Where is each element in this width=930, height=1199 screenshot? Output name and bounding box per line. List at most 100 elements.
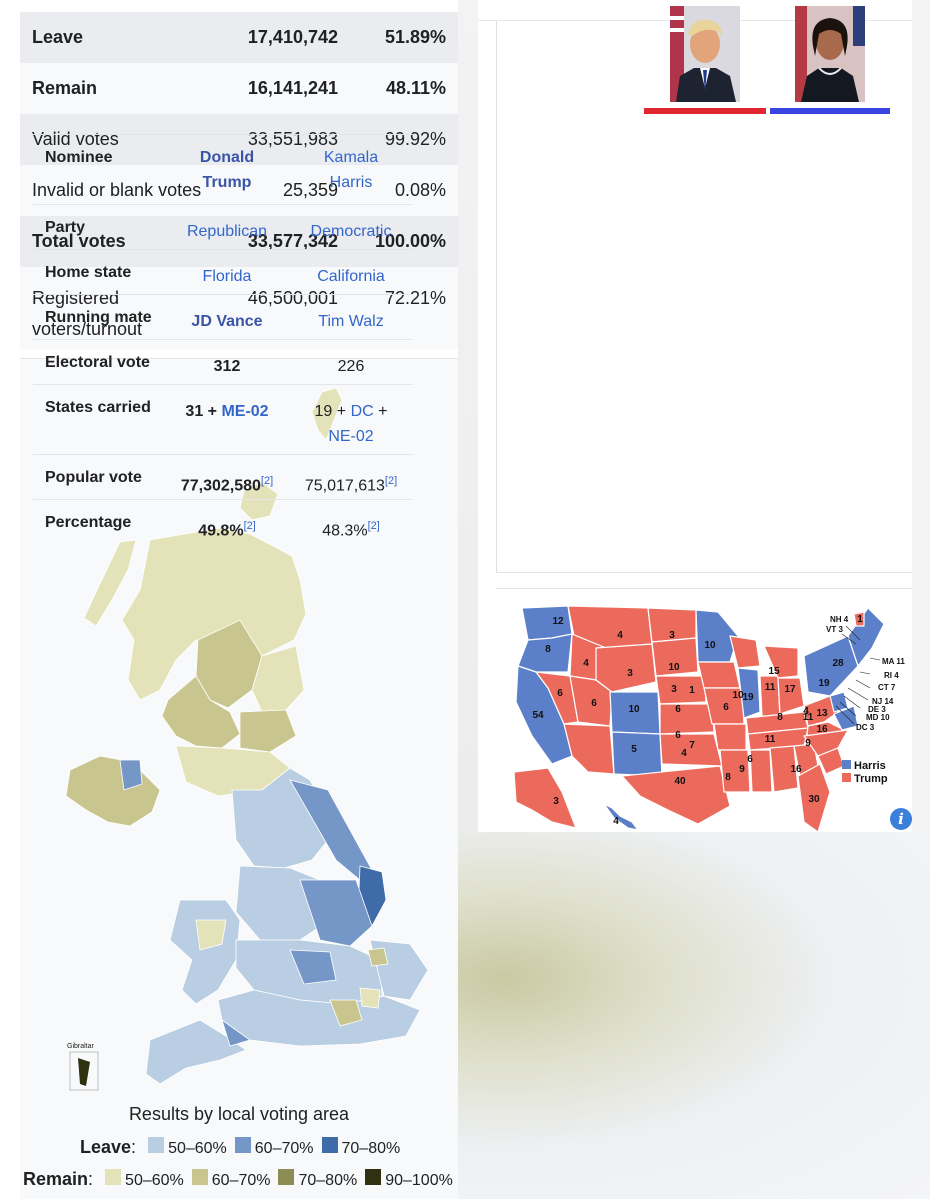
state-electoral-votes: 10 xyxy=(668,662,680,673)
trump-popular-vote: 77,302,580[2] xyxy=(165,454,289,500)
state-electoral-votes: 3 xyxy=(671,684,677,695)
brexit-cell-label: Remain xyxy=(20,63,230,114)
florida-link[interactable]: Florida xyxy=(165,249,289,295)
harris-popular-vote: 75,017,613[2] xyxy=(289,454,413,500)
harris-electoral-vote: 226 xyxy=(289,339,413,385)
state-callout-label: DE 3 xyxy=(868,705,886,714)
row-running-mate: Running mate JD Vance Tim Walz xyxy=(33,294,413,340)
brexit-cell-votes: 17,410,742 xyxy=(230,12,350,63)
legend-item-label: 50–60% xyxy=(125,1172,184,1189)
row-percentage: Percentage 49.8%[2] 48.3%[2] xyxy=(33,499,413,545)
reference-link[interactable]: [2] xyxy=(243,520,256,532)
state-electoral-votes: 9 xyxy=(805,738,811,749)
state-electoral-votes: 8 xyxy=(725,772,731,783)
state-electoral-votes: 16 xyxy=(790,764,802,775)
party-label: Party xyxy=(33,204,165,250)
tim-walz-link[interactable]: Tim Walz xyxy=(289,294,413,340)
state-electoral-votes: 8 xyxy=(777,712,783,723)
state-callout-label: NH 4 xyxy=(830,615,849,624)
electoral-vote-label: Electoral vote xyxy=(33,339,165,385)
trump-portrait[interactable] xyxy=(670,6,740,102)
legend-item-label: 90–100% xyxy=(385,1172,453,1189)
state-callout-label: DC 3 xyxy=(856,723,875,732)
state-electoral-votes: 7 xyxy=(689,740,695,751)
map-caption: Results by local voting area xyxy=(128,1104,350,1124)
info-icon[interactable]: i xyxy=(890,808,912,830)
legend-item-label: 60–70% xyxy=(211,1172,271,1189)
brexit-cell-votes: 16,141,241 xyxy=(230,63,350,114)
state-callout-label: VT 3 xyxy=(826,625,843,634)
states-carried-label: States carried xyxy=(33,384,165,455)
ne-02-link[interactable]: NE-02 xyxy=(328,428,374,445)
dc-link[interactable]: DC xyxy=(350,403,374,420)
state-electoral-votes: 1 xyxy=(857,614,863,625)
reference-link[interactable]: [2] xyxy=(367,520,380,532)
legend-swatch xyxy=(105,1169,122,1185)
state-electoral-votes: 40 xyxy=(674,776,686,787)
california-link[interactable]: California xyxy=(289,249,413,295)
harris-color-bar xyxy=(770,108,890,114)
state-electoral-votes: 10 xyxy=(704,640,716,651)
legend-item-label: 70–80% xyxy=(298,1172,358,1189)
state-electoral-votes: 3 xyxy=(669,630,675,641)
state-electoral-votes: 16 xyxy=(816,724,828,735)
harris-name-link[interactable]: Kamala Harris xyxy=(289,134,413,205)
legend-swatch xyxy=(365,1169,382,1185)
state-electoral-votes: 17 xyxy=(784,684,796,695)
trump-electoral-vote: 312 xyxy=(165,339,289,385)
state-callout-label: RI 4 xyxy=(884,671,899,680)
me-02-link[interactable]: ME-02 xyxy=(221,403,269,420)
state-electoral-votes: 6 xyxy=(723,702,729,713)
legend-item-label: 50–60% xyxy=(168,1140,227,1157)
state-electoral-votes: 4 xyxy=(583,658,589,669)
state-electoral-votes: 54 xyxy=(532,710,544,721)
trump-legend-label: Trump xyxy=(854,773,888,785)
state-electoral-votes: 6 xyxy=(675,704,681,715)
nominee-label: Nominee xyxy=(33,134,165,205)
harris-legend-label: Harris xyxy=(854,760,886,772)
state-electoral-votes: 30 xyxy=(808,794,820,805)
trump-percentage: 49.8%[2] xyxy=(165,499,289,545)
state-electoral-votes: 11 xyxy=(765,734,776,745)
brexit-row: Leave 17,410,742 51.89% xyxy=(20,12,458,63)
state-electoral-votes: 9 xyxy=(739,764,745,775)
trump-name-link[interactable]: Donald Trump xyxy=(165,134,289,205)
state-electoral-votes: 11 xyxy=(765,682,776,693)
state-electoral-votes: 11 xyxy=(803,712,814,723)
gibraltar-label: Gibraltar xyxy=(67,1043,95,1050)
legend-swatch xyxy=(191,1169,208,1185)
jd-vance-link[interactable]: JD Vance xyxy=(165,294,289,340)
legend-swatch xyxy=(321,1137,338,1153)
state-electoral-votes: 19 xyxy=(818,678,830,689)
legend-swatch xyxy=(278,1169,295,1185)
republican-link[interactable]: Republican xyxy=(165,204,289,250)
reference-link[interactable]: [2] xyxy=(260,475,274,487)
state-electoral-votes: 8 xyxy=(545,644,551,655)
remain-legend-label: Remain: xyxy=(23,1169,94,1189)
state-electoral-votes: 6 xyxy=(675,730,681,741)
state-electoral-votes: 5 xyxy=(631,744,637,755)
popular-vote-label: Popular vote xyxy=(33,454,165,500)
state-electoral-votes: 3 xyxy=(627,668,633,679)
state-electoral-votes: 28 xyxy=(832,658,844,669)
state-electoral-votes: 1 xyxy=(689,685,695,696)
state-electoral-votes: 3 xyxy=(553,796,559,807)
remain-legend: Remain: 50–60% 60–70% 70–80% 90–100% xyxy=(23,1169,453,1190)
row-nominee: Nominee Donald Trump Kamala Harris xyxy=(33,134,413,205)
state-electoral-votes: 12 xyxy=(552,616,564,627)
trump-states-carried: 31 + ME-02 xyxy=(165,384,289,455)
state-electoral-votes: 10 xyxy=(732,690,744,701)
row-party: Party Republican Democratic xyxy=(33,204,413,250)
state-callout-label: MD 10 xyxy=(866,713,890,722)
map-divider xyxy=(496,572,912,573)
reference-link[interactable]: [2] xyxy=(384,475,398,487)
democratic-link[interactable]: Democratic xyxy=(289,204,413,250)
brexit-row: Remain 16,141,241 48.11% xyxy=(20,63,458,114)
harris-legend-swatch xyxy=(842,760,851,769)
row-home-state: Home state Florida California xyxy=(33,249,413,295)
running-mate-label: Running mate xyxy=(33,294,165,340)
harris-portrait[interactable] xyxy=(795,6,865,102)
state-electoral-votes: 4 xyxy=(803,706,809,717)
leave-legend: Leave: 50–60% 60–70% 70–80% xyxy=(80,1137,400,1158)
